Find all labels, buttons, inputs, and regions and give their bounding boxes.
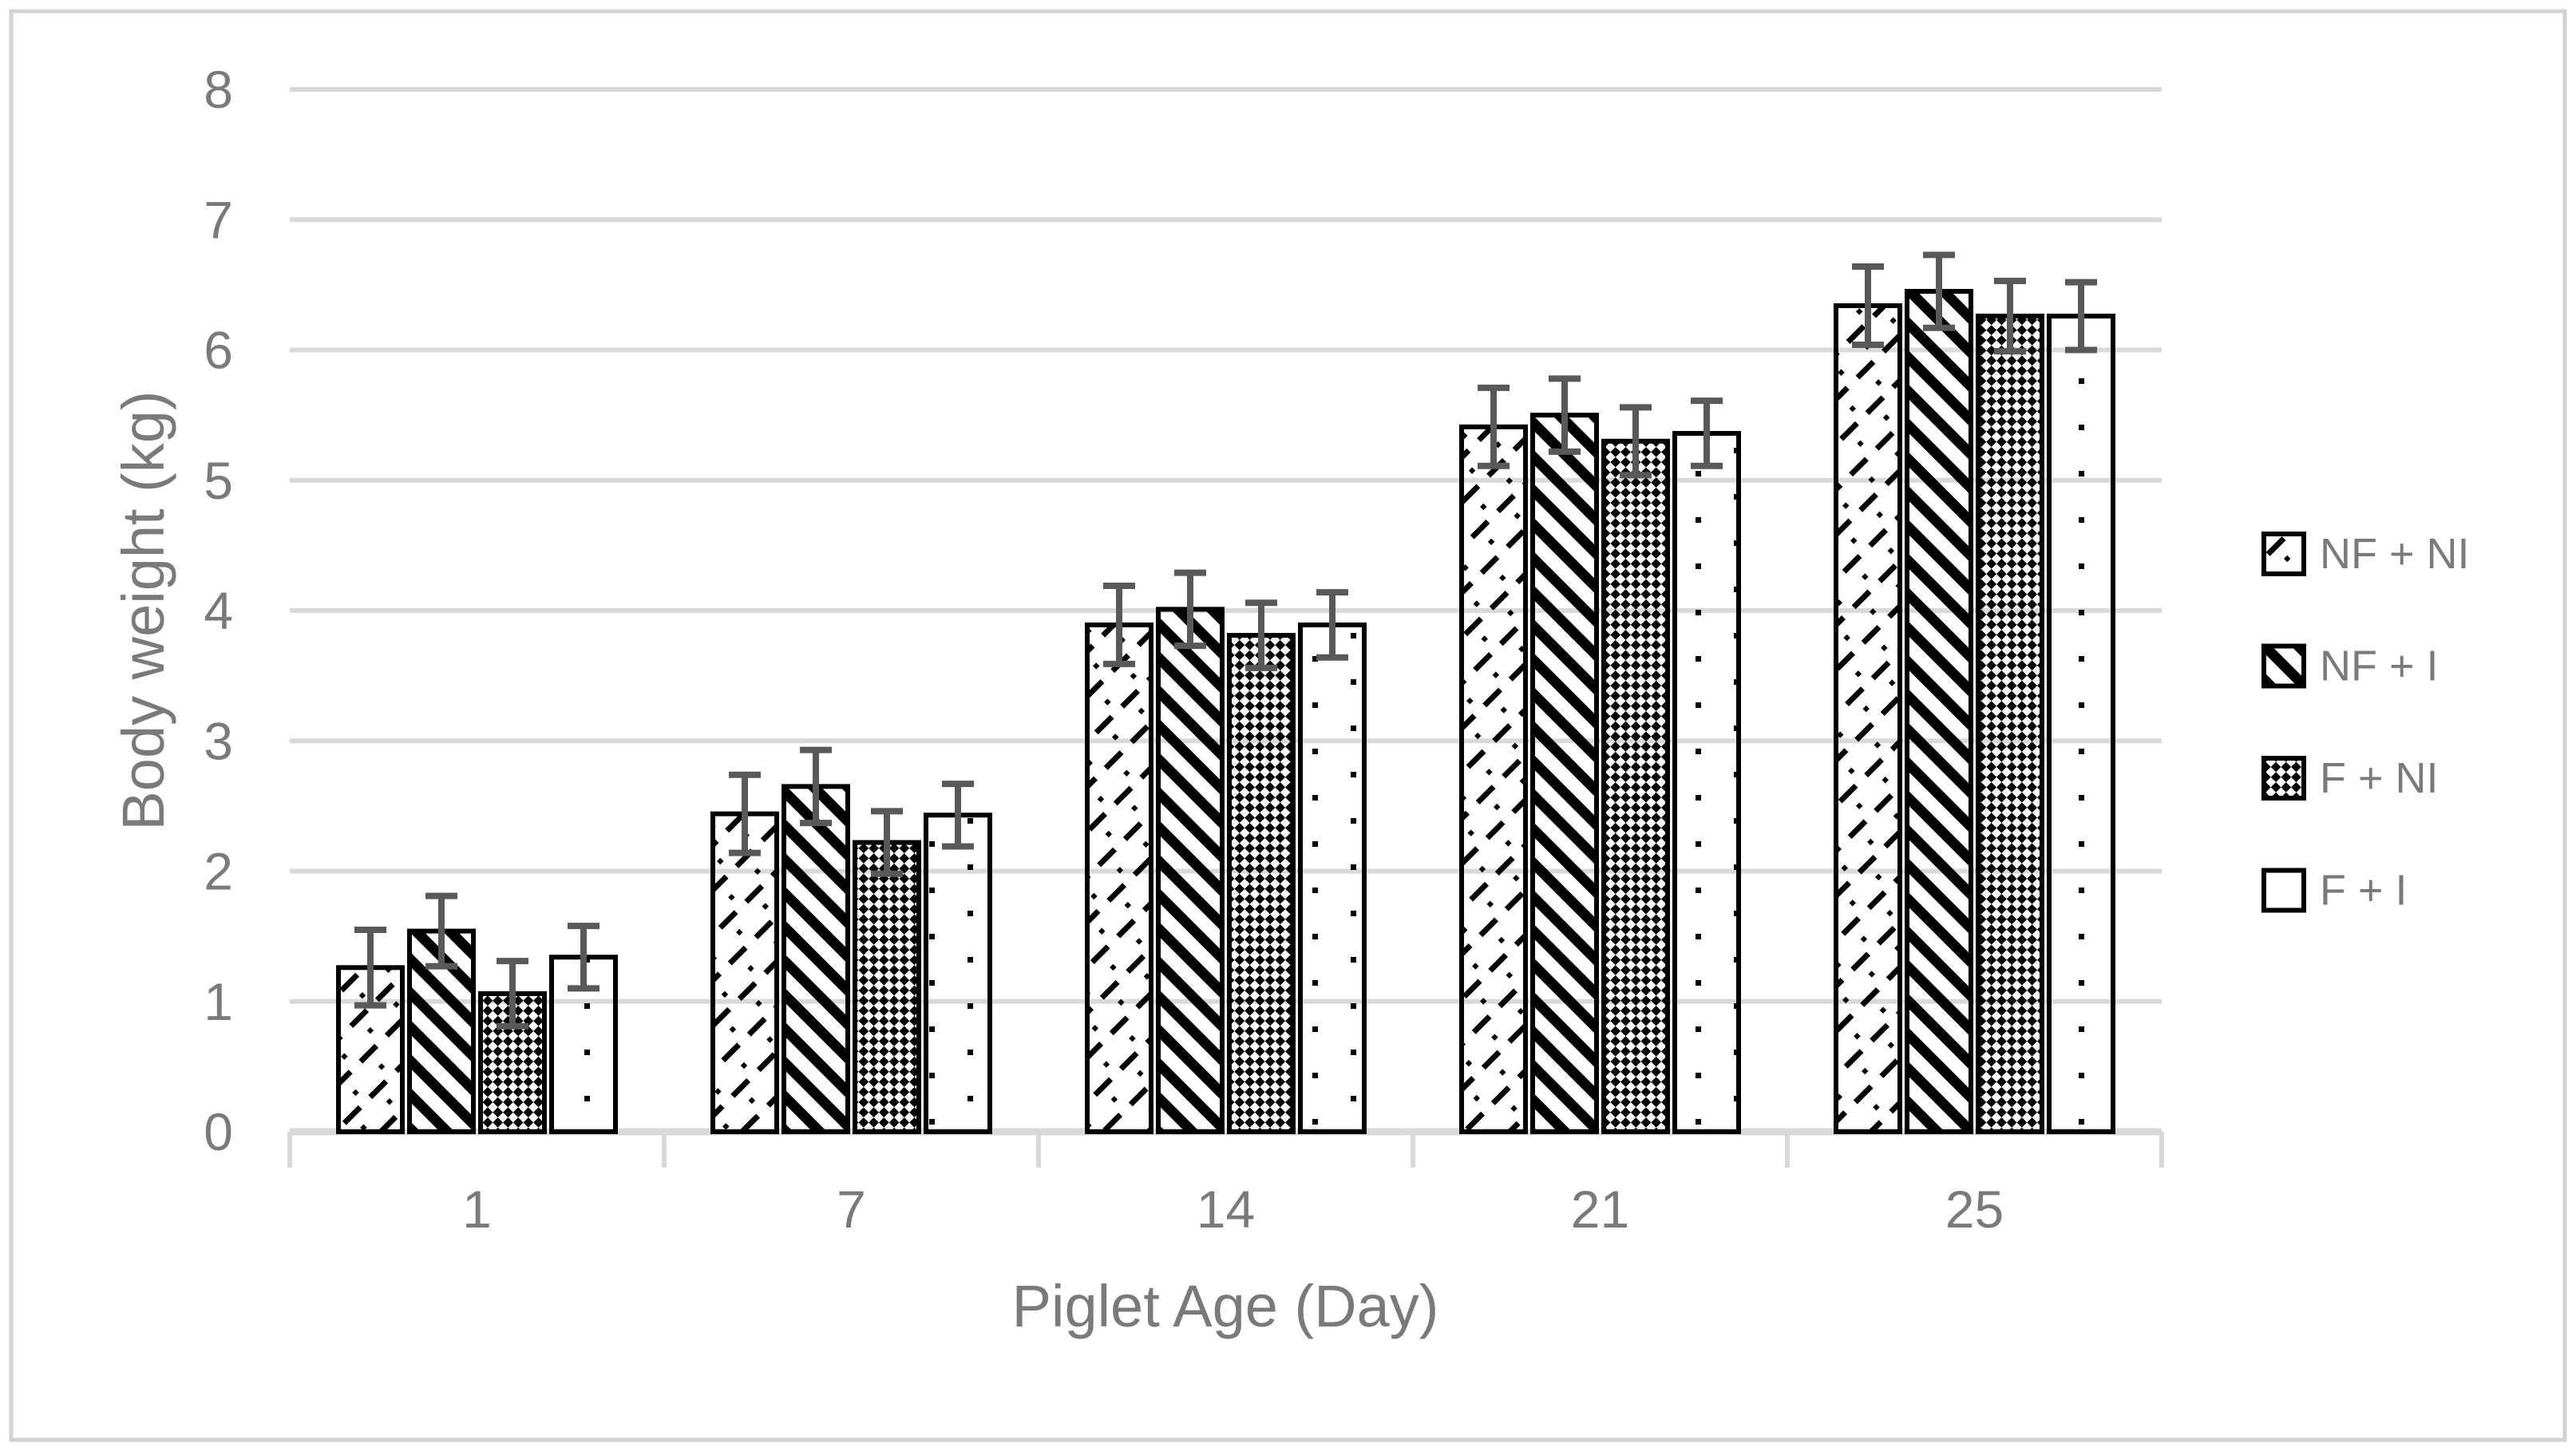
legend-item-NF+NI: NF + NI <box>2261 530 2470 578</box>
bar-NF+I-day21 <box>1530 413 1599 1134</box>
figure-border <box>9 9 2567 1442</box>
x-tick-label-25: 25 <box>1945 1180 2004 1239</box>
legend-label: F + I <box>2320 867 2408 915</box>
bar-NF+I-day25 <box>1905 289 1973 1135</box>
error-bar-NF+NI-day1 <box>354 926 386 1009</box>
error-bar-NF+NI-day14 <box>1103 582 1135 667</box>
error-bar-NF+I-day7 <box>800 746 832 827</box>
legend-label: NF + NI <box>2320 530 2470 578</box>
legend-key-light-upward-diagonal-dashes <box>2261 532 2306 576</box>
x-tick-label-14: 14 <box>1197 1180 1255 1239</box>
legend: NF + NI NF + I F + NI F + I <box>2261 530 2470 915</box>
bar-F+I-day25 <box>2047 314 2115 1134</box>
error-bar-F+NI-day1 <box>497 958 528 1030</box>
bar-F+I-day14 <box>1298 622 1367 1134</box>
y-tick-label-2: 2 <box>204 842 233 901</box>
x-axis-tick-labels: 1 7 14 21 25 <box>462 1180 2004 1239</box>
bar-NF+I-day7 <box>782 784 850 1134</box>
error-bars <box>354 251 2097 1030</box>
error-bar-F+I-day21 <box>1691 397 1723 469</box>
error-bar-F+NI-day21 <box>1620 404 1652 479</box>
bar-NF+I-day14 <box>1156 607 1225 1134</box>
y-axis-tick-labels: 0 1 2 3 4 5 6 7 8 <box>204 60 233 1161</box>
bar-NF+NI-day25 <box>1834 302 1902 1134</box>
y-axis-title: Body weight (kg) <box>110 390 176 830</box>
error-bar-F+I-day1 <box>568 923 599 992</box>
error-bar-F+NI-day25 <box>1994 277 2026 355</box>
y-tick-label-1: 1 <box>204 972 233 1031</box>
bar-series <box>336 289 2115 1135</box>
bar-F+I-day7 <box>924 812 992 1134</box>
legend-label: NF + I <box>2320 642 2439 690</box>
error-bar-F+I-day14 <box>1316 589 1348 661</box>
x-tick-label-21: 21 <box>1571 1180 1629 1239</box>
legend-key-sparse-dots <box>2261 868 2306 913</box>
error-bar-NF+I-day21 <box>1549 375 1581 455</box>
y-tick-label-8: 8 <box>204 60 233 119</box>
x-axis-title: Piglet Age (Day) <box>1012 1273 1439 1339</box>
bar-NF+NI-day21 <box>1459 424 1528 1134</box>
legend-key-diamond-checkerboard <box>2261 756 2306 801</box>
x-axis-line <box>287 1128 2164 1168</box>
error-bar-F+I-day25 <box>2065 279 2097 354</box>
bar-F+NI-day14 <box>1227 633 1296 1134</box>
legend-key-wide-downward-diagonal-stripes <box>2261 643 2306 689</box>
legend-label: F + NI <box>2320 754 2439 802</box>
error-bar-NF+NI-day21 <box>1478 384 1510 469</box>
error-bar-F+NI-day7 <box>871 808 903 877</box>
bar-F+NI-day21 <box>1601 438 1670 1134</box>
legend-item-NF+I: NF + I <box>2261 642 2439 690</box>
error-bar-NF+I-day25 <box>1923 251 1955 331</box>
bar-F+I-day21 <box>1672 430 1741 1134</box>
y-tick-label-7: 7 <box>204 190 233 249</box>
error-bar-NF+NI-day7 <box>729 771 761 856</box>
y-tick-label-0: 0 <box>204 1102 233 1161</box>
y-tick-label-5: 5 <box>204 451 233 510</box>
legend-item-F+I: F + I <box>2261 867 2408 915</box>
bar-F+NI-day25 <box>1976 314 2044 1134</box>
error-bar-NF+NI-day25 <box>1852 263 1884 348</box>
x-tick-label-7: 7 <box>837 1180 866 1239</box>
error-bar-F+I-day7 <box>942 781 974 850</box>
error-bar-NF+I-day14 <box>1174 569 1206 650</box>
bar-F+NI-day7 <box>853 840 921 1134</box>
bar-NF+NI-day7 <box>710 811 779 1134</box>
error-bar-F+NI-day14 <box>1245 599 1277 671</box>
x-tick-label-1: 1 <box>462 1180 492 1239</box>
y-tick-label-6: 6 <box>204 321 233 380</box>
legend-item-F+NI: F + NI <box>2261 754 2439 802</box>
y-tick-label-3: 3 <box>204 711 233 770</box>
bar-NF+NI-day14 <box>1085 622 1153 1134</box>
y-tick-label-4: 4 <box>204 581 233 640</box>
error-bar-NF+I-day1 <box>425 892 457 970</box>
